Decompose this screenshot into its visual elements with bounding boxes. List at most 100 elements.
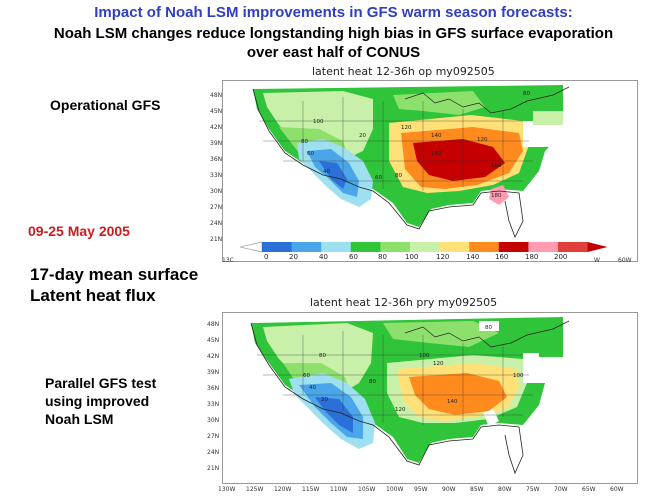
- map-bottom-svg: 80 60 40 20 80 100 120 140 120 100 80: [223, 313, 637, 483]
- map-bottom-lon-label: 80W: [498, 486, 512, 493]
- map-bottom-lon-label: 70W: [554, 486, 568, 493]
- label-mean-line-2: Latent heat flux: [30, 286, 156, 305]
- map-bottom-contour-label: 100: [513, 373, 524, 379]
- label-parallel-gfs: Parallel GFS test using improved Noah LS…: [45, 374, 156, 428]
- map-top-title: latent heat 12-36h op my092505: [312, 65, 495, 78]
- map-bottom-lon-label: 100W: [386, 486, 404, 493]
- map-top-lat-label: 24N: [210, 220, 223, 227]
- colorbar-left-arrow: [239, 241, 263, 253]
- subtitle-line-1: Noah LSM changes reduce longstanding hig…: [53, 25, 614, 42]
- subtitle-line-2: over east half of CONUS: [246, 44, 421, 61]
- map-bottom-lat-label: 48N: [207, 321, 220, 328]
- label-mean-flux: 17-day mean surface Latent heat flux: [30, 264, 198, 306]
- colorbar: [239, 240, 610, 253]
- map-top-lat-label: 33N: [210, 172, 223, 179]
- map-top-contour-label: 80: [523, 91, 530, 97]
- label-dates: 09-25 May 2005: [28, 223, 130, 239]
- map-top-contour-label: 120: [477, 137, 488, 143]
- slide-title: Impact of Noah LSM improvements in GFS w…: [94, 4, 573, 21]
- colorbar-swatch: [469, 242, 500, 252]
- map-bottom-lon-label: 95W: [414, 486, 428, 493]
- map-top-lat-label: 21N: [210, 236, 223, 243]
- colorbar-svg: [239, 241, 608, 253]
- map-top-contour-label: 60: [307, 151, 314, 157]
- map-bottom-lon-label: 125W: [246, 486, 264, 493]
- colorbar-swatch: [291, 242, 322, 252]
- colorbar-swatch: [439, 242, 470, 252]
- map-top-contour-label: 120: [401, 125, 412, 131]
- label-parallel-line-1: Parallel GFS test: [45, 375, 157, 391]
- map-bottom-lat-label: 39N: [207, 369, 220, 376]
- map-top-lat-label: 42N: [210, 124, 223, 131]
- colorbar-tick-label: 60: [349, 253, 358, 261]
- map-top-lat-label: 36N: [210, 156, 223, 163]
- map-bottom-lat-label: 33N: [207, 401, 220, 408]
- map-bottom-lon-label: 105W: [358, 486, 376, 493]
- map-top-contour-label: 160: [491, 163, 502, 169]
- map-bottom-lat-label: 42N: [207, 353, 220, 360]
- map-bottom-contour-label: 20: [321, 397, 328, 403]
- colorbar-tick-label: 20: [289, 253, 298, 261]
- map-bottom-contour-label: 100: [419, 353, 430, 359]
- map-bottom-lon-label: 65W: [582, 486, 596, 493]
- map-bottom-lat-label: 36N: [207, 385, 220, 392]
- label-mean-line-1: 17-day mean surface: [30, 265, 199, 284]
- map-bottom-contour-label: 80: [369, 379, 376, 385]
- map-bottom-lon-label: 75W: [526, 486, 540, 493]
- label-operational-gfs: Operational GFS: [50, 97, 161, 113]
- map-bottom-contour-label: 40: [309, 385, 316, 391]
- map-bottom-lon-label: 60W: [610, 486, 624, 493]
- map-top-contour-label: 140: [431, 133, 442, 139]
- colorbar-swatch: [410, 242, 440, 252]
- colorbar-tick-label: 180: [525, 253, 539, 261]
- map-bottom-lon-label: 115W: [302, 486, 320, 493]
- map-bottom-lon-label: 120W: [274, 486, 292, 493]
- colorbar-right-arrow: [587, 242, 608, 252]
- map-bottom-contour-label: 120: [395, 407, 406, 413]
- map-bottom-lon-label: 130W: [218, 486, 236, 493]
- map-top-contour-label: 180: [491, 193, 502, 199]
- colorbar-tick-label: 140: [466, 253, 480, 261]
- map-bottom-lat-label: 27N: [207, 433, 220, 440]
- map-bottom-lon-label: 90W: [442, 486, 456, 493]
- colorbar-tick-label: 120: [436, 253, 450, 261]
- colorbar-tick-label: 160: [495, 253, 509, 261]
- map-top-contour-label: 20: [359, 133, 366, 139]
- map-top-contour-label: 80: [301, 139, 308, 145]
- map-top-lat-label: 48N: [210, 92, 223, 99]
- map-bottom-lat-label: 30N: [207, 417, 220, 424]
- colorbar-swatch: [528, 242, 559, 252]
- map-bottom-title: latent heat 12-36h pry my092505: [310, 296, 498, 309]
- slide-subtitle: Noah LSM changes reduce longstanding hig…: [0, 24, 667, 62]
- colorbar-swatch: [321, 242, 352, 252]
- map-bottom-contour-label: 80: [485, 325, 492, 331]
- map-bottom-contour-label: 140: [447, 399, 458, 405]
- map-bottom-contour-label: 60: [303, 373, 310, 379]
- colorbar-swatch: [262, 242, 292, 252]
- colorbar-swatch: [350, 242, 381, 252]
- map-top-svg: 100 80 60 40 20 60 80 120 140 140 120 16…: [223, 81, 637, 261]
- map-top-contour-label: 40: [323, 169, 330, 175]
- map-top-lat-label: 39N: [210, 140, 223, 147]
- map-bottom-lat-label: 45N: [207, 337, 220, 344]
- map-top-contour-label: 60: [375, 175, 382, 181]
- colorbar-swatch: [380, 242, 411, 252]
- map-top-lat-label: 27N: [210, 204, 223, 211]
- colorbar-tick-label: 200: [554, 253, 568, 261]
- map-top-lat-label: 45N: [210, 108, 223, 115]
- map-top-lon-edge-label: 13C: [222, 257, 234, 264]
- map-top-contour-label: 80: [395, 173, 402, 179]
- map-bottom-lon-label: 85W: [470, 486, 484, 493]
- map-top-contour-label: 140: [431, 151, 442, 157]
- map-bottom-lon-label: 110W: [330, 486, 348, 493]
- map-top-lat-label: 30N: [210, 188, 223, 195]
- label-parallel-line-2: using improved: [45, 393, 150, 409]
- map-bottom-contour-label: 80: [319, 353, 326, 359]
- map-top-operational: 100 80 60 40 20 60 80 120 140 140 120 16…: [222, 80, 638, 262]
- map-bottom-lat-label: 21N: [207, 465, 220, 472]
- colorbar-tick-label: 100: [405, 253, 419, 261]
- label-parallel-line-3: Noah LSM: [45, 411, 114, 427]
- colorbar-tick-label: 0: [264, 253, 269, 261]
- colorbar-swatch: [558, 242, 588, 252]
- colorbar-tick-label: 80: [378, 253, 387, 261]
